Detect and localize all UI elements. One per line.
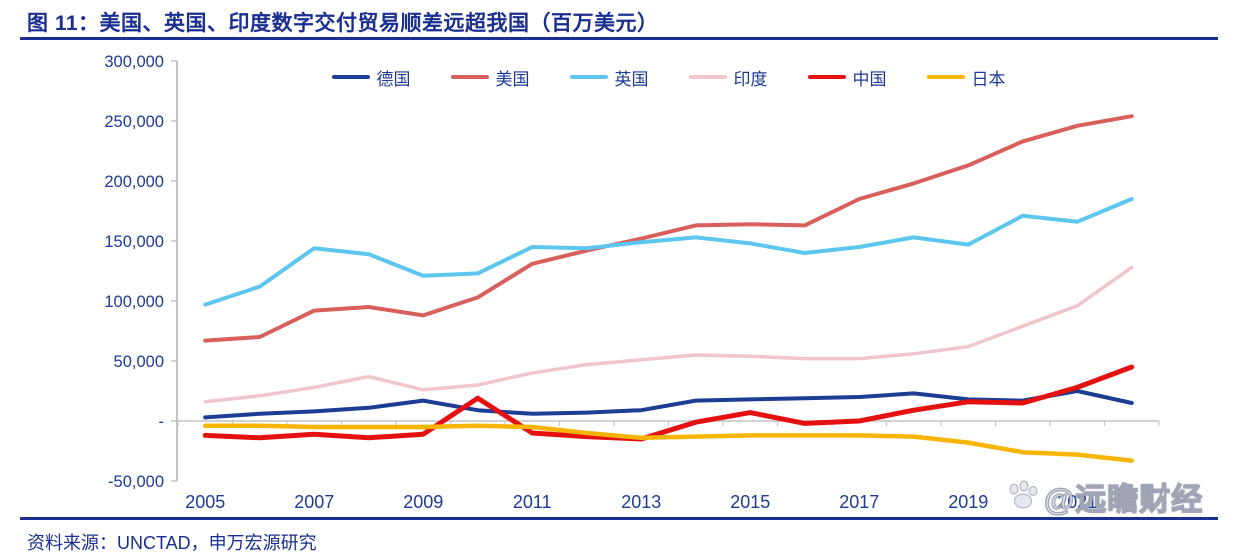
legend-swatch-germany (331, 75, 370, 79)
x-axis-tick-label: 2011 (513, 492, 552, 512)
legend-item-japan: 日本 (926, 65, 1006, 90)
legend-item-usa: 美国 (450, 65, 530, 90)
series-line-uk (203, 197, 1134, 307)
legend-label-india: 印度 (733, 69, 768, 89)
legend-swatch-uk (569, 75, 608, 79)
y-axis-tick-label: 100,000 (104, 293, 164, 311)
x-axis-tick-label: 2017 (839, 492, 879, 512)
watermark: @远瞻财经 (1002, 474, 1203, 519)
footer-rule (20, 517, 1218, 520)
title-underline (20, 37, 1218, 40)
legend-label-germany: 德国 (376, 69, 411, 89)
y-axis-tick-label: -50,000 (108, 473, 164, 491)
page-title: 图 11：美国、英国、印度数字交付贸易顺差远超我国（百万美元） (27, 12, 659, 35)
legend-swatch-japan (926, 75, 965, 79)
x-axis-tick-label: 2019 (948, 492, 988, 512)
x-axis-tick-label: 2013 (621, 492, 661, 512)
legend-swatch-india (688, 75, 727, 79)
legend-swatch-usa (450, 75, 489, 79)
y-axis-tick-label: - (159, 413, 165, 431)
legend-item-india: 印度 (688, 65, 768, 90)
legend-label-china: 中国 (852, 69, 887, 89)
source-note: 资料来源：UNCTAD，申万宏源研究 (27, 533, 317, 553)
paw-icon (1009, 480, 1038, 508)
x-axis-tick-label: 2015 (730, 492, 770, 512)
y-axis-tick-label: 150,000 (104, 233, 164, 251)
legend-item-uk: 英国 (569, 65, 649, 90)
y-axis-tick-label: 300,000 (104, 53, 164, 71)
y-axis-tick-label: 250,000 (104, 113, 164, 131)
watermark-text: @远瞻财经 (1043, 481, 1204, 517)
series-line-usa (203, 114, 1134, 343)
series-line-india (203, 265, 1134, 404)
y-axis-tick-label: 200,000 (104, 173, 164, 191)
x-axis-tick-label: 2005 (185, 492, 225, 512)
x-axis-tick-label: 2021 (1057, 492, 1097, 512)
x-axis-tick-label: 2009 (403, 492, 443, 512)
x-axis-tick-label: 2007 (294, 492, 334, 512)
series-line-china (202, 364, 1135, 442)
legend-label-usa: 美国 (495, 69, 530, 89)
legend-label-uk: 英国 (614, 69, 649, 89)
chart-legend: 德国 美国 英国 印度 中国 日本 (178, 64, 1159, 90)
legend-item-china: 中国 (807, 65, 887, 90)
series-line-japan (203, 423, 1134, 463)
y-axis-tick-label: 50,000 (114, 353, 164, 371)
legend-label-japan: 日本 (971, 69, 1006, 89)
legend-swatch-china (807, 75, 846, 79)
legend-item-germany: 德国 (331, 65, 411, 90)
